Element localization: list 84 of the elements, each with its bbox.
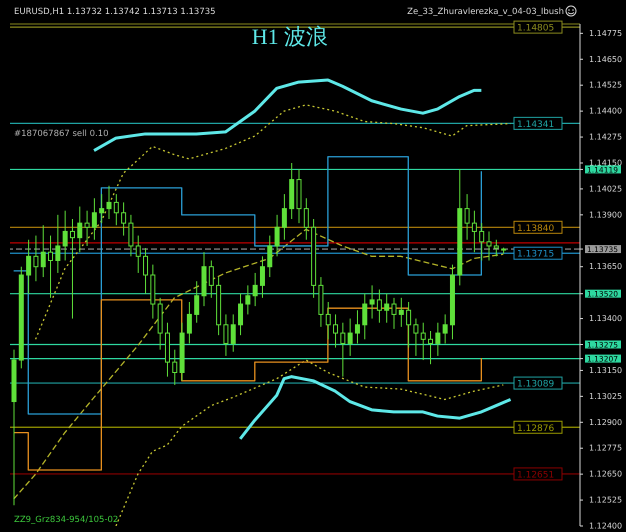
candlestick — [413, 318, 418, 356]
ref-line-label: 1.12651 — [517, 470, 554, 480]
candlestick — [282, 194, 287, 240]
candlestick — [70, 218, 75, 320]
candlestick — [398, 297, 404, 328]
line-series — [13, 228, 504, 500]
y-tick-label: 1.12400 — [589, 522, 622, 530]
y-tick-label: 1.12775 — [589, 444, 622, 453]
y-tick-label: 1.14150 — [589, 158, 622, 168]
candlestick — [428, 330, 434, 365]
y-tick-label: 1.14525 — [589, 80, 622, 90]
candlestick — [384, 293, 390, 324]
y-tick-label: 1.12650 — [589, 470, 622, 479]
y-tick-label: 1.14650 — [589, 54, 622, 64]
candlestick — [84, 210, 90, 246]
candlestick — [348, 318, 353, 356]
candlestick — [340, 322, 346, 378]
ref-line-label: 1.13089 — [517, 380, 554, 390]
candlestick — [55, 214, 60, 274]
annotation: #187067867 sell 0.10 — [14, 129, 109, 139]
ref-line-label: 1.13715 — [517, 250, 554, 260]
candlestick — [92, 198, 97, 240]
ref-line-label: 1.14341 — [517, 120, 554, 130]
candlestick — [252, 272, 258, 307]
candlestick — [121, 202, 126, 236]
candlestick — [370, 284, 375, 320]
y-tick-label: 1.14400 — [589, 106, 622, 116]
y-tick-label: 1.12900 — [589, 418, 622, 427]
candlestick — [274, 214, 280, 257]
candlestick — [406, 301, 412, 348]
candlestick — [435, 322, 440, 356]
y-tick-label: 1.13150 — [589, 366, 622, 375]
candlestick — [260, 256, 265, 298]
candlestick — [304, 198, 309, 240]
candlestick — [354, 310, 360, 344]
y-tick-label: 1.12525 — [589, 496, 622, 505]
candlestick — [114, 194, 119, 226]
text: EURUSD,H1 1.13732 1.13742 1.13713 1.13735 — [14, 7, 216, 17]
candlestick — [245, 284, 250, 315]
candlestick — [33, 235, 38, 282]
candlestick — [62, 210, 68, 261]
text: Ze_33_Zhuravlerezka_v_04-03_Ibush — [407, 7, 564, 17]
y-tick-label: 1.14025 — [589, 184, 622, 194]
candlestick — [208, 260, 214, 298]
candlestick — [128, 214, 134, 257]
candlestick — [326, 301, 331, 340]
candlestick — [442, 314, 448, 344]
candlestick — [48, 235, 54, 298]
candlestick — [172, 349, 178, 386]
chart-title: H1 波浪 — [252, 24, 328, 49]
ref-line-label: 1.13840 — [517, 224, 554, 234]
ref-line-label: 1.14805 — [517, 24, 554, 34]
candlestick — [376, 289, 382, 324]
annotation: ZZ9_Grz834-954/105-02 — [14, 515, 118, 525]
candlestick — [479, 222, 484, 261]
y-tick-label: 1.13025 — [589, 392, 622, 401]
y-tick-label: 1.13900 — [589, 210, 622, 220]
y-tick-label: 1.14775 — [589, 28, 622, 38]
candlestick — [40, 224, 46, 278]
candlestick — [472, 210, 477, 253]
candlestick — [223, 314, 228, 356]
candlestick — [194, 280, 200, 324]
candlestick — [143, 248, 148, 294]
candlestick — [77, 206, 82, 253]
candlestick — [267, 235, 272, 278]
y-tick-label: 1.13400 — [589, 314, 622, 324]
candlestick — [186, 301, 192, 344]
candlestick — [230, 314, 236, 352]
candlestick — [392, 297, 396, 330]
candlestick — [494, 239, 499, 257]
candlestick — [26, 239, 32, 294]
candlestick — [136, 235, 141, 274]
candlestick — [420, 322, 426, 361]
candlestick — [362, 293, 368, 340]
candlestick — [106, 185, 112, 220]
y-tick-label: 1.13650 — [589, 262, 622, 272]
candlestick — [486, 230, 492, 261]
line-series — [238, 375, 512, 440]
candlestick — [333, 314, 338, 348]
candlestick — [99, 194, 104, 224]
ref-line-label: 1.12876 — [517, 424, 554, 434]
candlestick — [464, 194, 470, 240]
y-tick-label: 1.14275 — [589, 132, 622, 142]
candlestick — [238, 293, 244, 336]
